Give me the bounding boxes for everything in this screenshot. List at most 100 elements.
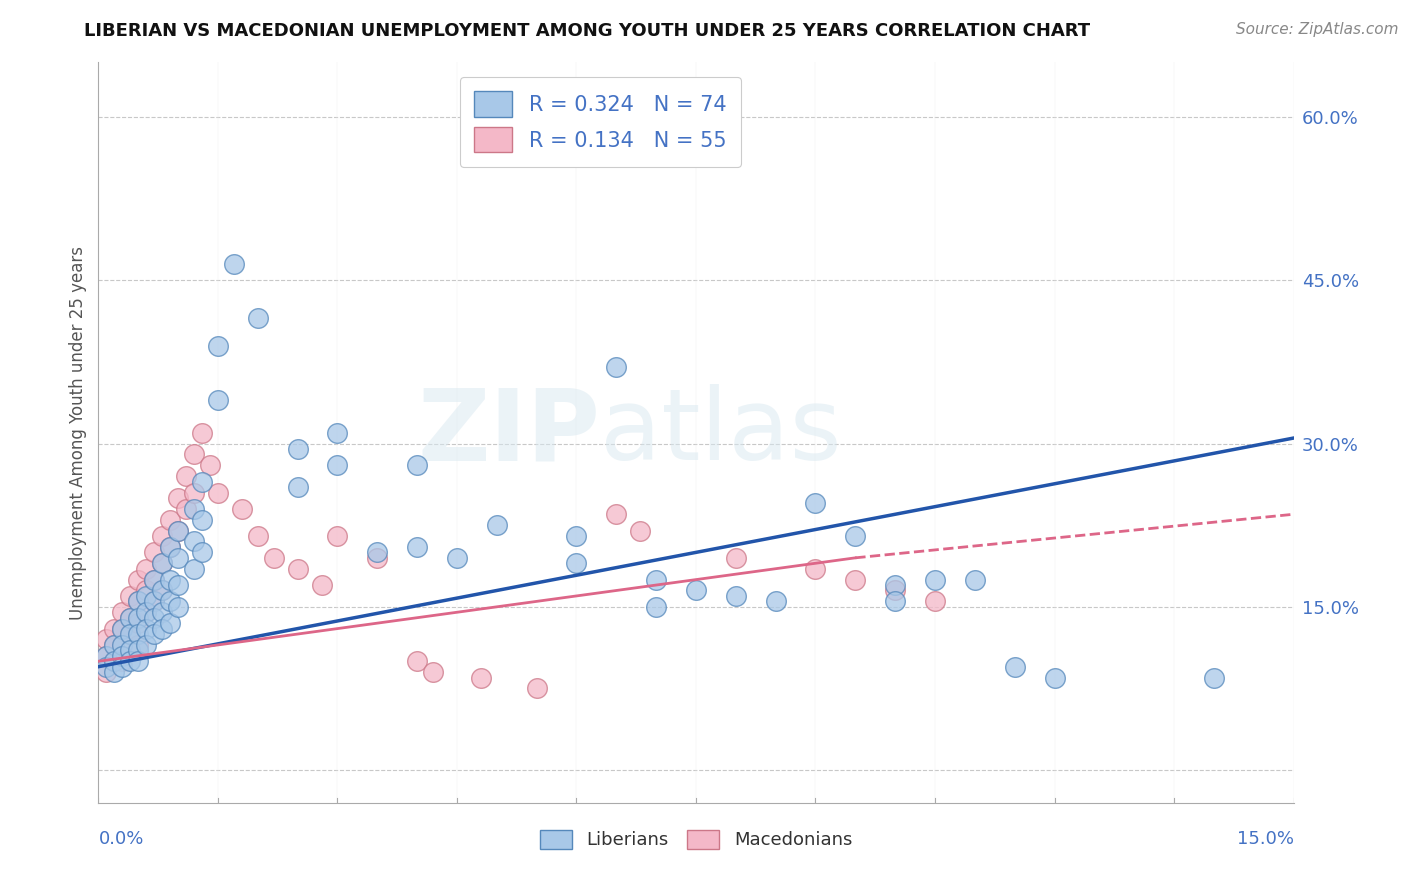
Point — [150, 605, 173, 619]
Point — [470, 671, 492, 685]
Text: Source: ZipAtlas.com: Source: ZipAtlas.com — [1236, 22, 1399, 37]
Point — [1004, 659, 1026, 673]
Point — [127, 616, 149, 631]
Point — [127, 638, 149, 652]
Point — [143, 627, 166, 641]
Point — [628, 524, 651, 538]
Text: 0.0%: 0.0% — [98, 830, 143, 848]
Point — [150, 583, 173, 598]
Point — [143, 545, 166, 559]
Point — [167, 524, 190, 538]
Point — [96, 648, 118, 663]
Point — [645, 573, 668, 587]
Point — [111, 648, 134, 663]
Point — [159, 573, 181, 587]
Point — [96, 648, 118, 663]
Point — [605, 360, 627, 375]
Point — [645, 599, 668, 614]
Text: atlas: atlas — [600, 384, 842, 481]
Point — [724, 550, 747, 565]
Point — [191, 475, 214, 489]
Point — [183, 534, 205, 549]
Point — [526, 681, 548, 696]
Point — [135, 562, 157, 576]
Point — [685, 583, 707, 598]
Point — [924, 594, 946, 608]
Point — [135, 638, 157, 652]
Point — [565, 556, 588, 570]
Point — [287, 442, 309, 456]
Point — [924, 573, 946, 587]
Point — [804, 496, 827, 510]
Point — [366, 550, 388, 565]
Point — [485, 518, 508, 533]
Point — [143, 594, 166, 608]
Point — [111, 659, 134, 673]
Point — [127, 643, 149, 657]
Point — [804, 562, 827, 576]
Text: 15.0%: 15.0% — [1236, 830, 1294, 848]
Point — [111, 638, 134, 652]
Point — [565, 529, 588, 543]
Point — [159, 594, 181, 608]
Point — [103, 638, 125, 652]
Point — [207, 392, 229, 407]
Point — [765, 594, 787, 608]
Point — [183, 485, 205, 500]
Point — [844, 529, 866, 543]
Point — [127, 611, 149, 625]
Point — [246, 529, 269, 543]
Point — [406, 654, 429, 668]
Point — [120, 611, 142, 625]
Point — [120, 627, 142, 641]
Point — [884, 594, 907, 608]
Point — [174, 501, 197, 516]
Point — [103, 638, 125, 652]
Point — [150, 556, 173, 570]
Point — [366, 545, 388, 559]
Point — [287, 480, 309, 494]
Point — [120, 654, 142, 668]
Point — [167, 550, 190, 565]
Point — [120, 643, 142, 657]
Point — [111, 622, 134, 636]
Legend: Liberians, Macedonians: Liberians, Macedonians — [533, 823, 859, 856]
Point — [167, 578, 190, 592]
Point — [422, 665, 444, 680]
Point — [96, 632, 118, 647]
Point — [198, 458, 221, 473]
Point — [159, 513, 181, 527]
Point — [207, 338, 229, 352]
Y-axis label: Unemployment Among Youth under 25 years: Unemployment Among Youth under 25 years — [69, 245, 87, 620]
Point — [150, 583, 173, 598]
Point — [222, 257, 245, 271]
Point — [150, 556, 173, 570]
Point — [287, 562, 309, 576]
Point — [127, 654, 149, 668]
Point — [127, 594, 149, 608]
Point — [111, 605, 134, 619]
Point — [127, 573, 149, 587]
Text: ZIP: ZIP — [418, 384, 600, 481]
Point — [191, 513, 214, 527]
Point — [103, 654, 125, 668]
Point — [1043, 671, 1066, 685]
Point — [127, 627, 149, 641]
Point — [724, 589, 747, 603]
Point — [103, 654, 125, 668]
Point — [963, 573, 986, 587]
Point — [406, 458, 429, 473]
Point — [167, 599, 190, 614]
Point — [103, 622, 125, 636]
Point — [143, 573, 166, 587]
Point — [135, 583, 157, 598]
Point — [127, 594, 149, 608]
Point — [159, 540, 181, 554]
Point — [135, 589, 157, 603]
Point — [326, 425, 349, 440]
Point — [159, 616, 181, 631]
Point — [167, 491, 190, 505]
Point — [120, 627, 142, 641]
Point — [263, 550, 285, 565]
Point — [207, 485, 229, 500]
